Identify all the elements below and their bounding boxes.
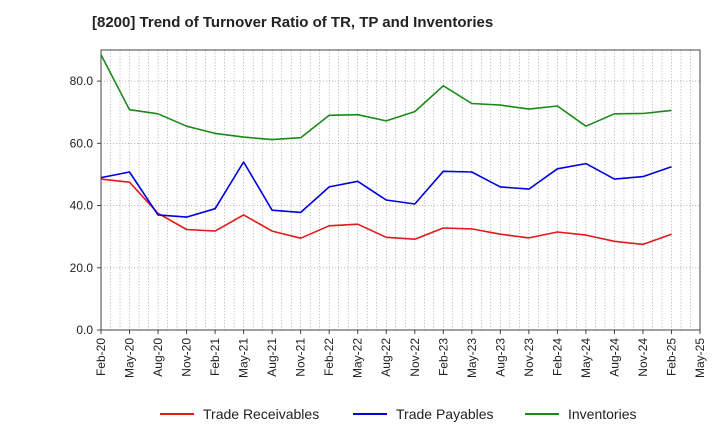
chart-axes (100, 49, 701, 331)
y-tick-label: 40.0 (70, 199, 94, 213)
x-tick-label: Nov-20 (180, 338, 194, 377)
x-tick-label: Feb-22 (322, 338, 336, 376)
legend-label-inventories: Inventories (568, 406, 636, 422)
x-tick-label: May-20 (123, 338, 137, 378)
x-tick-label: Feb-25 (664, 338, 678, 376)
x-tick-label: Nov-24 (636, 338, 650, 377)
y-axis-ticks: 0.0 20.0 40.0 60.0 80.0 (70, 74, 101, 337)
x-tick-label: Aug-24 (607, 338, 621, 377)
chart-legend: Trade Receivables Trade Payables Inventori… (160, 406, 636, 422)
x-axis-ticks: Feb-20 May-20 Aug-20 Nov-20 Feb-21 May-21 Aug-… (94, 330, 707, 378)
y-tick-label: 60.0 (70, 136, 94, 150)
x-tick-label: May-24 (579, 338, 593, 378)
x-tick-label: Aug-22 (379, 338, 393, 377)
x-tick-label: May-21 (237, 338, 251, 378)
x-tick-label: Nov-22 (408, 338, 422, 377)
x-tick-label: Feb-24 (550, 338, 564, 376)
x-tick-label: Feb-20 (94, 338, 108, 376)
x-tick-label: Aug-23 (493, 338, 507, 377)
y-tick-label: 80.0 (70, 74, 94, 88)
x-tick-label: Feb-23 (436, 338, 450, 376)
chart-grid (100, 50, 701, 331)
y-tick-label: 0.0 (76, 323, 93, 337)
x-tick-label: May-22 (351, 338, 365, 378)
legend-label-trade-payables: Trade Payables (396, 406, 494, 422)
series-line-trade-receivables (100, 178, 672, 246)
x-tick-label: Aug-20 (151, 338, 165, 377)
chart-series (100, 54, 672, 246)
x-tick-label: Nov-21 (294, 338, 308, 377)
chart-title: [8200] Trend of Turnover Ratio of TR, TP… (92, 14, 494, 31)
y-tick-label: 20.0 (70, 261, 94, 275)
series-line-trade-payables (100, 161, 672, 218)
x-tick-label: Aug-21 (265, 338, 279, 377)
legend-label-trade-receivables: Trade Receivables (203, 406, 319, 422)
x-tick-label: May-25 (693, 338, 707, 378)
x-tick-label: Feb-21 (208, 338, 222, 376)
plot-frame (100, 49, 701, 331)
x-tick-label: Nov-23 (522, 338, 536, 377)
series-line-inventories (100, 54, 672, 141)
x-tick-label: May-23 (465, 338, 479, 378)
